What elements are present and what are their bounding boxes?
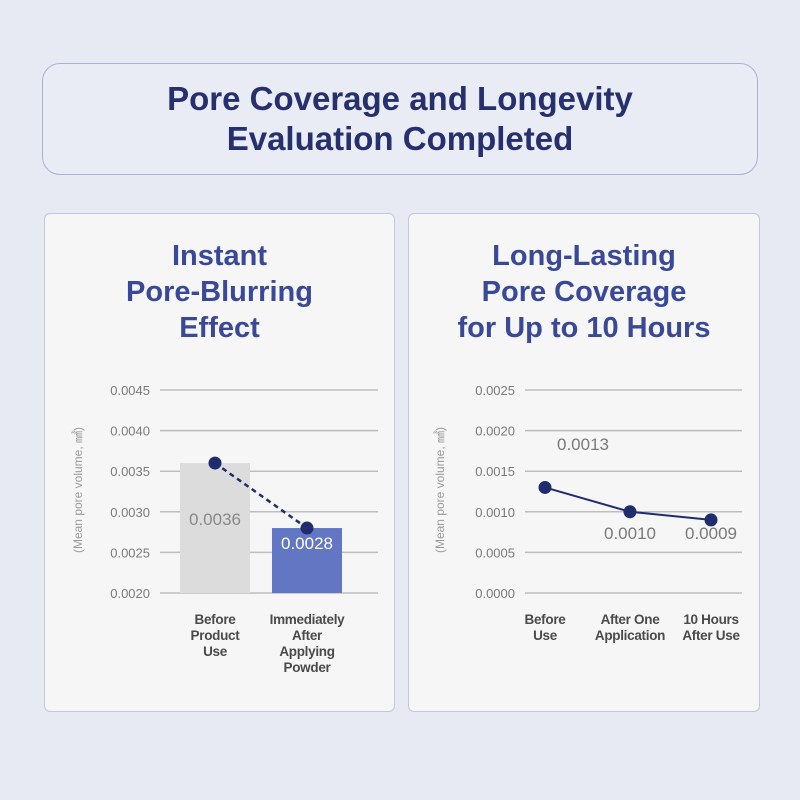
y-tick-label: 0.0015 [475,464,515,479]
y-tick-label: 0.0025 [110,545,150,560]
y-tick-label: 0.0005 [475,545,515,560]
y-axis-label: (Mean pore volume, ㎣) [71,427,85,553]
point [538,480,552,494]
value-label: 0.0028 [281,534,333,553]
trend-line [214,462,308,530]
header: Pore Coverage and Longevity Evaluation C… [42,63,758,175]
x-tick-label: After One Application [595,612,665,643]
y-tick-label: 0.0040 [110,424,150,439]
x-tick-label: Before Use [525,612,567,643]
point [623,505,637,519]
bar [180,463,250,593]
y-tick-label: 0.0045 [110,383,150,398]
value-label: 0.0009 [685,524,737,543]
y-tick-label: 0.0025 [475,383,515,398]
value-label: 0.0036 [189,510,241,529]
x-tick-label: Before Product Use [191,612,241,659]
point [208,456,222,470]
y-tick-label: 0.0020 [110,586,150,601]
value-label: 0.0013 [557,435,609,454]
panel: Long-Lasting Pore Coverage for Up to 10 … [408,213,760,712]
y-tick-label: 0.0035 [110,464,150,479]
point [704,513,718,527]
header-title: Pore Coverage and Longevity Evaluation C… [167,80,633,157]
chart-title: Instant Pore-Blurring Effect [126,240,313,344]
y-axis-label: (Mean pore volume, ㎣) [433,427,447,553]
value-label: 0.0010 [604,524,656,543]
y-tick-label: 0.0000 [475,586,515,601]
x-tick-label: Immediately After Applying Powder [270,612,346,675]
y-tick-label: 0.0030 [110,505,150,520]
y-tick-label: 0.0020 [475,424,515,439]
y-tick-label: 0.0010 [475,505,515,520]
bar [272,528,342,593]
point [300,521,314,535]
x-tick-label: 10 Hours After Use [682,612,740,643]
chart-title: Long-Lasting Pore Coverage for Up to 10 … [457,240,711,344]
